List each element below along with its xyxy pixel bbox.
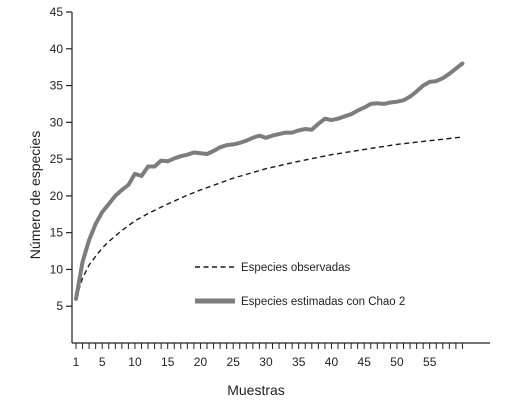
y-tick-label: 40 <box>50 42 64 56</box>
y-tick-label: 45 <box>50 5 64 19</box>
legend-label-observed: Especies observadas <box>241 262 351 274</box>
x-axis: 1 5 10 15 20 25 30 35 40 45 50 55 <box>72 342 490 369</box>
y-ticks: 5 10 15 20 25 30 35 40 45 <box>50 5 72 313</box>
y-tick-label: 35 <box>50 79 64 93</box>
x-tick-label: 1 <box>73 355 80 369</box>
x-axis-title: Muestras <box>227 382 285 398</box>
series-layer <box>74 61 465 301</box>
x-tick-label: 40 <box>325 355 339 369</box>
y-tick-label: 5 <box>56 299 63 313</box>
legend: Especies observadas Especies estimadas c… <box>195 262 405 308</box>
x-tick-label: 25 <box>227 355 241 369</box>
legend-label-chao2: Especies estimadas con Chao 2 <box>241 296 405 308</box>
x-ticks: 1 5 10 15 20 25 30 35 40 45 50 55 <box>73 343 463 369</box>
y-tick-label: 20 <box>50 189 64 203</box>
y-axis-title: Número de especies <box>27 131 43 259</box>
y-tick-label: 15 <box>50 226 64 240</box>
x-tick-label: 30 <box>259 355 273 369</box>
x-tick-label: 10 <box>128 355 142 369</box>
x-tick-label: 45 <box>358 355 372 369</box>
x-tick-label: 35 <box>292 355 306 369</box>
x-tick-label: 55 <box>423 355 437 369</box>
y-tick-label: 25 <box>50 152 64 166</box>
y-tick-label: 10 <box>50 262 64 276</box>
x-tick-label: 50 <box>390 355 404 369</box>
x-tick-label: 20 <box>194 355 208 369</box>
series-observed-line <box>75 136 463 300</box>
series-chao2-line <box>74 61 465 301</box>
x-tick-label: 5 <box>99 355 106 369</box>
x-tick-label: 15 <box>161 355 175 369</box>
y-tick-label: 30 <box>50 115 64 129</box>
y-axis: 5 10 15 20 25 30 35 40 45 <box>50 5 73 343</box>
